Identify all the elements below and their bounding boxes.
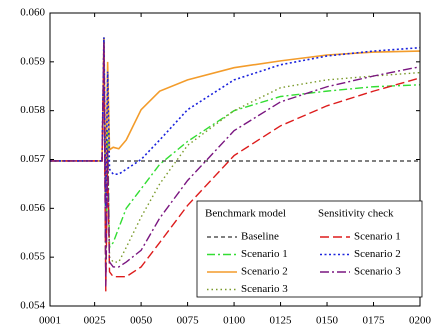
y-tick-label: 0.058: [20, 104, 45, 116]
x-tick-label: 0100: [223, 315, 246, 327]
x-tick-label: 0001: [39, 315, 61, 327]
x-tick-label: 0050: [130, 315, 153, 327]
y-tick-label: 0.057: [20, 153, 45, 165]
x-tick-label: 0025: [84, 315, 107, 327]
y-tick-label: 0.054: [20, 300, 45, 312]
legend-box: [196, 200, 423, 298]
legend-group-title: Sensitivity check: [318, 208, 394, 220]
x-tick-label: 0125: [270, 315, 293, 327]
y-tick-label: 0.055: [20, 251, 45, 263]
x-tick-label: 0075: [177, 315, 200, 327]
legend-label: Scenario 1: [354, 231, 401, 243]
legend-label: Scenario 3: [354, 266, 401, 278]
x-tick-label: 0150: [316, 315, 339, 327]
legend: Benchmark model Baseline Scenario 1 Scenari…: [196, 200, 423, 298]
y-tick-label: 0.056: [20, 202, 45, 214]
x-tick-label: 0200: [409, 315, 432, 327]
legend-label: Scenario 2: [354, 248, 401, 260]
plot-area: [50, 37, 421, 292]
legend-label: Scenario 1: [241, 248, 288, 260]
legend-label: Baseline: [241, 231, 279, 243]
legend-label: Scenario 3: [241, 283, 288, 295]
series-line: [50, 42, 421, 267]
legend-group-title: Benchmark model: [205, 208, 286, 220]
y-tick-label: 0.060: [20, 7, 45, 19]
x-tick-label: 0175: [363, 315, 386, 327]
series-line: [50, 42, 421, 287]
y-tick-label: 0.059: [20, 55, 45, 67]
legend-label: Scenario 2: [241, 266, 288, 278]
